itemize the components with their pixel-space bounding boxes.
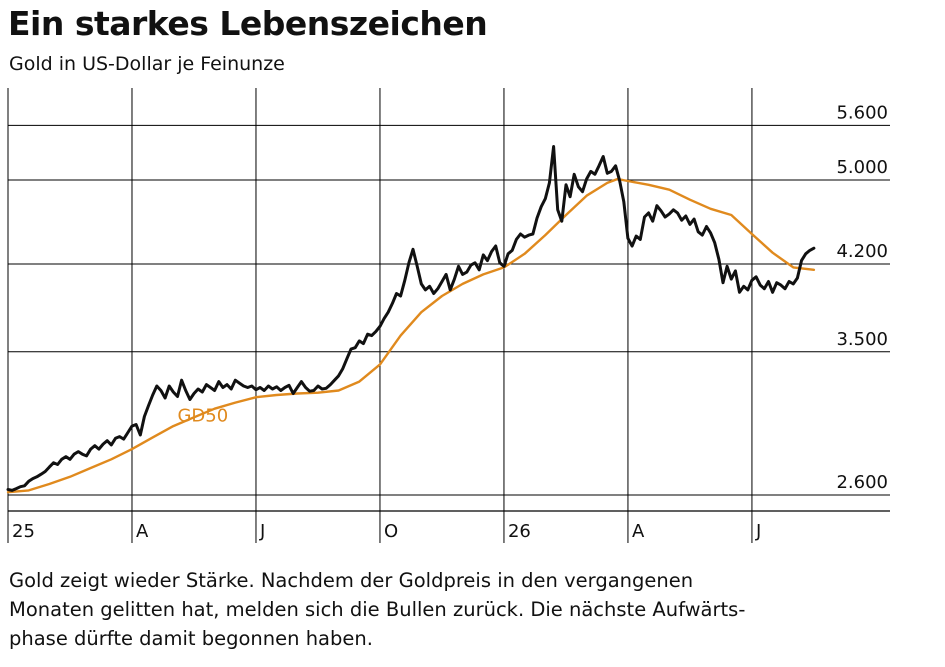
x-tick-label: O [384, 521, 398, 542]
x-tick-label: A [632, 521, 645, 542]
x-tick-label: J [755, 521, 761, 542]
gold-price-chart: 25 A J O 26 A J 5.600 5.000 4.200 3.500 2.600 GD50 [6, 88, 890, 543]
y-tick-label: 5.600 [836, 102, 888, 123]
gd50-line [6, 177, 816, 494]
y-tick-label: 3.500 [836, 329, 888, 350]
x-tick-label: 25 [12, 521, 35, 542]
caption-line: phase dürfte damit begonnen haben. [9, 627, 373, 650]
y-tick-label: 5.000 [836, 157, 888, 178]
y-tick-label: 4.200 [836, 241, 888, 262]
gd50-label: GD50 [177, 405, 228, 426]
caption-line: Gold zeigt wieder Stärke. Nachdem der Go… [9, 569, 694, 592]
x-tick-label: 26 [508, 521, 531, 542]
chart-caption: Gold zeigt wieder Stärke. Nachdem der Go… [9, 566, 929, 653]
chart-subtitle: Gold in US-Dollar je Feinunze [9, 53, 285, 75]
x-tick-label: A [136, 521, 149, 542]
chart-title: Ein starkes Lebenszeichen [8, 4, 488, 43]
y-tick-label: 2.600 [836, 472, 888, 493]
x-tick-label: J [259, 521, 265, 542]
gold-price-line [6, 145, 816, 492]
caption-line: Monaten gelitten hat, melden sich die Bu… [9, 598, 746, 621]
